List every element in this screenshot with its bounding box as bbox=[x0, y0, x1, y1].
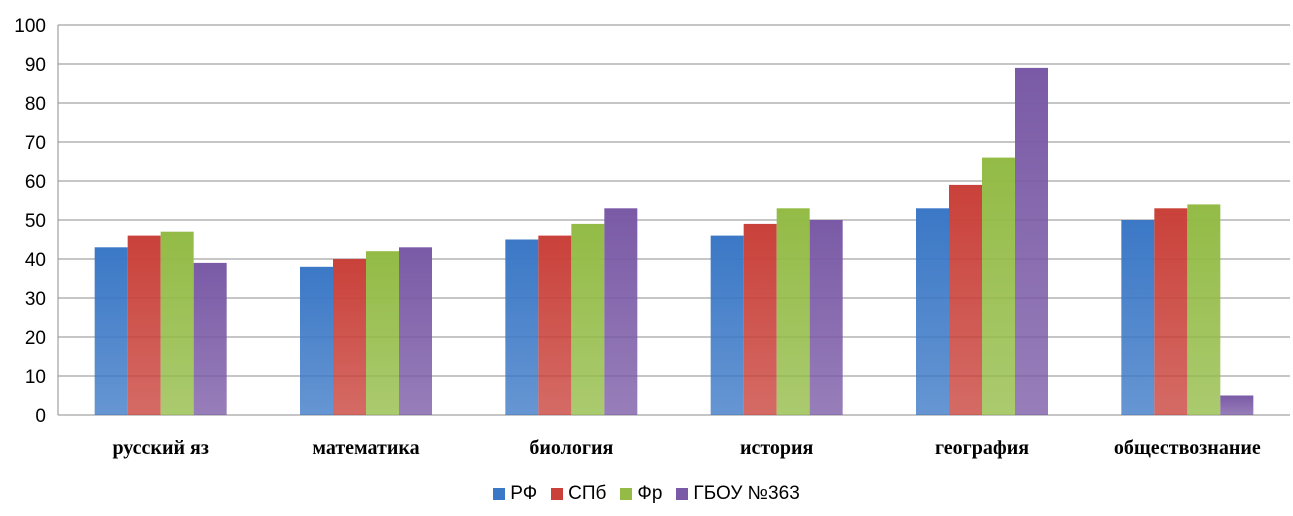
bar bbox=[160, 231, 194, 415]
legend-item: Фр bbox=[620, 483, 662, 505]
legend: РФ СПб Фр ГБОУ №363 bbox=[0, 483, 1293, 505]
y-tick-label: 70 bbox=[25, 133, 46, 154]
legend-swatch bbox=[676, 488, 689, 500]
bar bbox=[982, 157, 1015, 415]
bar bbox=[1187, 204, 1221, 415]
bar bbox=[1015, 67, 1048, 416]
x-tick-label: русский яз bbox=[112, 437, 208, 459]
y-tick-label: 80 bbox=[25, 94, 46, 115]
y-tick-label: 30 bbox=[25, 289, 46, 310]
legend-item: РФ bbox=[493, 483, 537, 505]
bar bbox=[743, 223, 777, 415]
x-tick-label: обществознание bbox=[1114, 437, 1261, 459]
bar bbox=[193, 262, 227, 415]
bar bbox=[538, 235, 572, 415]
x-tick-label: география bbox=[935, 437, 1029, 459]
bar bbox=[399, 247, 432, 415]
x-axis-ticks: русский яз математика биология история геогр… bbox=[112, 437, 1260, 459]
y-tick-label: 10 bbox=[25, 367, 46, 388]
legend-label: ГБОУ №363 bbox=[693, 483, 800, 504]
y-tick-label: 90 bbox=[25, 55, 46, 76]
bar bbox=[94, 247, 128, 415]
gridlines bbox=[57, 24, 1290, 416]
bar bbox=[809, 220, 843, 415]
y-tick-label: 60 bbox=[25, 172, 46, 193]
legend-label: СПб bbox=[568, 483, 607, 504]
bar bbox=[1154, 208, 1188, 415]
bar bbox=[571, 223, 605, 415]
bar bbox=[333, 259, 366, 415]
legend-swatch bbox=[620, 488, 633, 500]
bar bbox=[127, 235, 161, 415]
legend-swatch bbox=[493, 488, 506, 500]
bar bbox=[710, 235, 744, 415]
legend-label: Фр bbox=[637, 483, 663, 504]
legend-item: СПб bbox=[551, 483, 606, 505]
bar bbox=[1121, 220, 1155, 415]
y-axis-ticks: 0 10 20 30 40 50 60 70 80 90 100 bbox=[14, 16, 46, 427]
legend-item: ГБОУ №363 bbox=[676, 483, 800, 505]
bar-chart: 0 10 20 30 40 50 60 70 80 90 100 русский яз математ… bbox=[14, 16, 1290, 459]
bar bbox=[916, 208, 949, 415]
y-tick-label: 50 bbox=[25, 211, 46, 232]
legend-label: РФ bbox=[510, 483, 538, 504]
x-tick-label: математика bbox=[312, 437, 419, 459]
y-tick-label: 0 bbox=[35, 406, 46, 427]
bar bbox=[776, 208, 810, 415]
bar bbox=[300, 266, 333, 415]
bars bbox=[94, 67, 1254, 416]
y-tick-label: 100 bbox=[14, 16, 46, 37]
legend-swatch bbox=[551, 488, 564, 500]
bar bbox=[949, 184, 982, 415]
x-tick-label: биология bbox=[529, 437, 613, 459]
bar bbox=[604, 208, 638, 415]
y-tick-label: 20 bbox=[25, 328, 46, 349]
x-tick-label: история bbox=[740, 437, 814, 459]
bar bbox=[366, 251, 399, 415]
y-tick-label: 40 bbox=[25, 250, 46, 271]
bar bbox=[1220, 395, 1254, 415]
bar bbox=[505, 239, 539, 415]
